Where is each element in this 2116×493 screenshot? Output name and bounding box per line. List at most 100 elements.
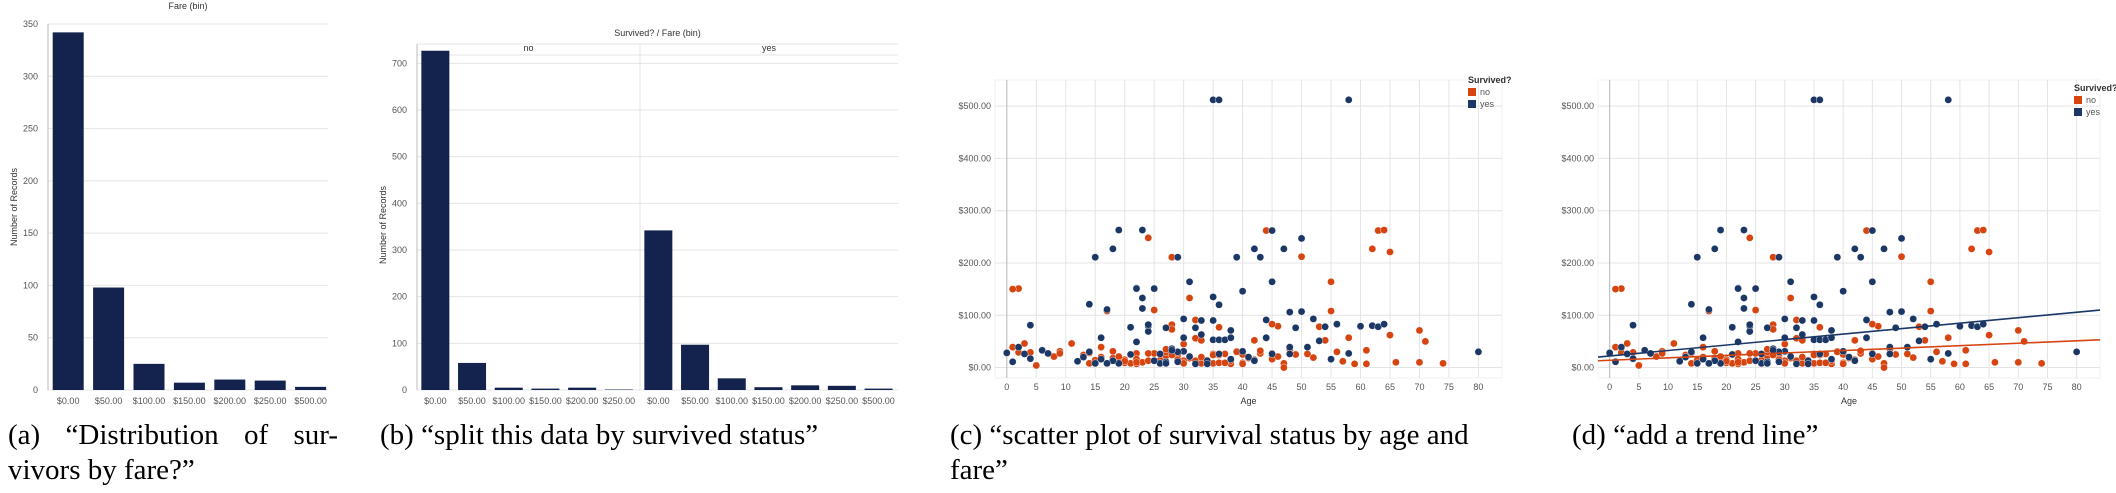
data-point-yes (1115, 226, 1123, 234)
x-axis-label: Age (1841, 396, 1857, 406)
data-point-yes (1085, 348, 1094, 356)
data-point-yes (1138, 294, 1147, 302)
plot-area (994, 79, 1503, 379)
data-point-no (1623, 339, 1631, 348)
data-point-yes (1026, 354, 1035, 363)
data-point-yes (1751, 356, 1760, 365)
bar (717, 378, 746, 390)
y-tick-label: 100 (392, 338, 407, 348)
data-point-yes (1792, 360, 1801, 368)
data-point-yes (1705, 305, 1713, 314)
data-point-no (1926, 278, 1935, 286)
data-point-yes (1321, 322, 1329, 331)
data-point-yes (1629, 321, 1637, 329)
data-point-yes (1827, 355, 1836, 363)
data-point-no (1734, 358, 1742, 367)
data-point-no (1745, 234, 1754, 242)
data-point-yes (1845, 353, 1853, 361)
data-point-yes (1256, 253, 1265, 262)
data-point-no (1751, 306, 1760, 314)
data-point-no (1635, 361, 1643, 370)
bar (791, 385, 820, 390)
x-tick-label: 55 (1326, 382, 1336, 392)
data-point-no (1909, 353, 1918, 362)
data-point-no (1944, 333, 1953, 342)
data-point-yes (1132, 284, 1141, 293)
x-tick-label: $100.00 (715, 396, 748, 406)
data-point-yes (1126, 350, 1135, 359)
data-point-yes (1705, 359, 1713, 368)
y-tick-label: $0.00 (1571, 363, 1594, 373)
data-point-yes (1617, 343, 1626, 351)
x-tick-label: 35 (1208, 382, 1218, 392)
data-point-no (1611, 285, 1620, 293)
data-point-yes (1268, 278, 1276, 286)
x-tick-label: 70 (2013, 382, 2023, 392)
data-point-no (1415, 326, 1424, 335)
data-point-yes (1856, 253, 1865, 262)
data-point-no (1839, 360, 1847, 368)
x-tick-label: 35 (1809, 382, 1819, 392)
data-point-no (1926, 307, 1935, 315)
data-point-yes (1816, 96, 1824, 104)
data-point-yes (1868, 278, 1877, 286)
data-point-no (1938, 357, 1947, 366)
data-point-yes (1280, 245, 1288, 253)
data-point-yes (1285, 308, 1294, 316)
x-tick-label: 20 (1120, 382, 1130, 392)
data-point-yes (1215, 96, 1223, 104)
data-point-no (1903, 350, 1912, 358)
y-tick-label: 300 (23, 71, 38, 81)
data-point-yes (1185, 352, 1194, 361)
x-tick-label: 50 (1897, 382, 1907, 392)
data-point-no (1386, 248, 1394, 256)
data-point-yes (1734, 284, 1742, 293)
data-point-no (1798, 353, 1807, 361)
x-tick-label: 40 (1238, 382, 1248, 392)
data-point-yes (1250, 356, 1259, 365)
bar (458, 362, 487, 390)
data-point-no (1439, 359, 1447, 368)
bar (173, 382, 205, 390)
x-tick-label: 75 (1444, 382, 1454, 392)
x-tick-label: 10 (1061, 382, 1071, 392)
data-point-yes (1109, 245, 1117, 253)
x-tick-label: 75 (2042, 382, 2052, 392)
data-point-no (1880, 363, 1888, 372)
x-tick-label: 45 (1267, 382, 1277, 392)
bar (421, 50, 450, 390)
data-point-yes (1763, 324, 1772, 332)
x-tick-label: 25 (1751, 382, 1761, 392)
data-point-no (1020, 339, 1029, 348)
trend-line-no (1597, 339, 2101, 362)
data-point-yes (1297, 234, 1306, 243)
data-point-no (1392, 358, 1400, 367)
legend-title: Survived? (1468, 75, 1512, 85)
data-point-yes (1886, 350, 1894, 358)
data-point-yes (1862, 316, 1871, 324)
data-point-yes (1097, 355, 1105, 363)
bar (93, 287, 125, 390)
data-point-no (1961, 346, 1970, 355)
data-point-yes (1209, 293, 1217, 301)
legend-label-no: no (1480, 87, 1490, 97)
data-point-no (1303, 350, 1312, 358)
bar (494, 387, 523, 390)
data-point-yes (1926, 355, 1935, 363)
data-point-yes (1091, 253, 1100, 262)
data-point-yes (1008, 357, 1017, 366)
data-point-yes (1091, 359, 1100, 368)
data-point-yes (1944, 349, 1953, 358)
legend-label-yes: yes (2086, 107, 2101, 117)
x-tick-label: 80 (2072, 382, 2082, 392)
data-point-yes (1786, 278, 1795, 286)
y-axis-label: Number of Records (9, 167, 19, 246)
data-point-yes (1073, 357, 1082, 366)
data-point-yes (1173, 357, 1182, 366)
trend-line-yes (1597, 309, 2101, 358)
data-point-yes (1344, 96, 1353, 104)
data-point-yes (1309, 315, 1318, 323)
bar (827, 385, 856, 390)
data-point-no (2014, 326, 2023, 335)
x-tick-label: 30 (1780, 382, 1790, 392)
